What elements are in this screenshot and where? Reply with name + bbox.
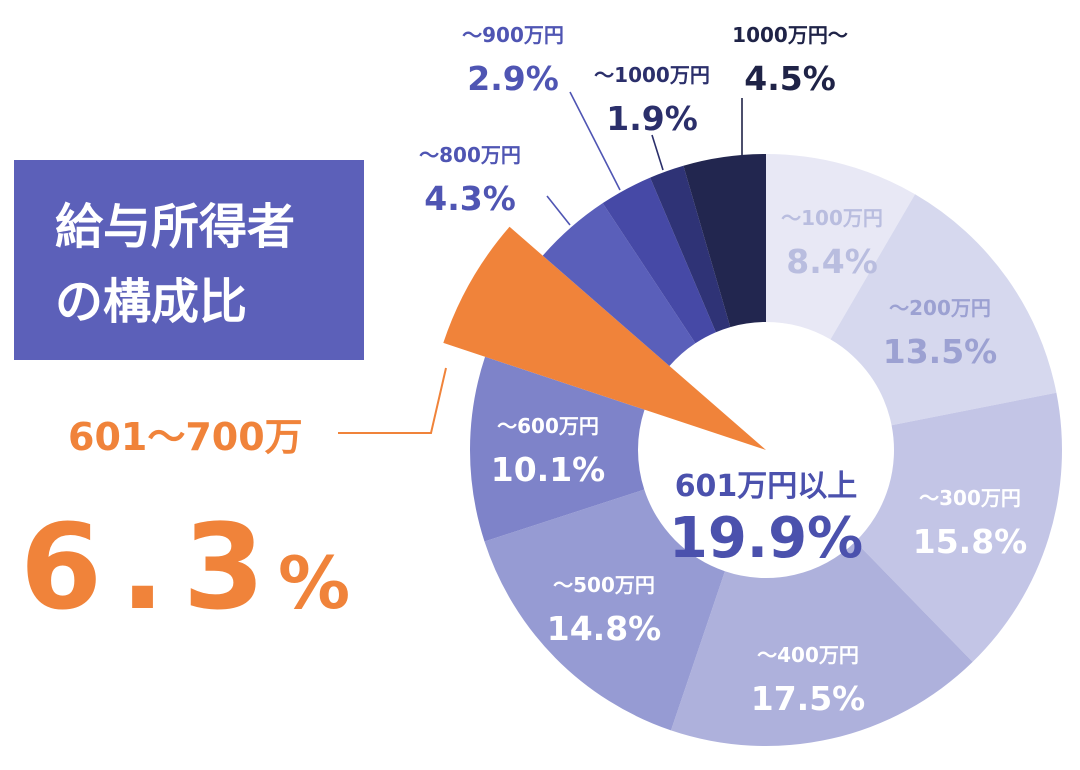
slice-500	[484, 489, 725, 731]
slice-category-label: 〜400万円	[757, 643, 859, 667]
title-line-1: 給与所得者	[55, 199, 295, 255]
slice-200	[830, 194, 1057, 426]
slice-highlight	[443, 226, 766, 450]
highlight-callout: 601〜700万 6.3 %	[20, 415, 350, 636]
slice-1000	[650, 165, 731, 333]
highlight-value: 6.3	[20, 498, 283, 636]
slice-400	[671, 541, 973, 747]
slice-value-label: 15.8%	[913, 522, 1028, 561]
slice-300	[855, 392, 1062, 662]
highlight-category-label: 601〜700万	[68, 415, 303, 459]
slice-category-label: 〜500万円	[553, 573, 655, 597]
slice-900	[602, 177, 716, 344]
slice-1000	[683, 154, 766, 328]
slice-value-label: 13.5%	[883, 332, 998, 371]
slice-category-label: 1000万円〜	[732, 23, 848, 47]
slice-category-label: 〜100万円	[781, 206, 883, 230]
slice-value-label: 1.9%	[606, 99, 698, 138]
leader-line-800	[546, 195, 571, 226]
leader-line-900	[569, 91, 621, 191]
slice-value-label: 4.3%	[424, 179, 516, 218]
center-value: 19.9%	[669, 506, 863, 571]
leader-line-highlight	[338, 367, 447, 434]
slice-800	[542, 203, 696, 366]
slice-value-label: 4.5%	[744, 59, 836, 98]
leader-lines	[338, 91, 743, 434]
title-box: 給与所得者 の構成比	[14, 160, 364, 360]
slice-value-label: 14.8%	[547, 609, 662, 648]
slice-value-label: 17.5%	[751, 679, 866, 718]
leader-line-1000	[651, 134, 664, 171]
highlight-unit: %	[278, 541, 350, 625]
slice-600	[470, 356, 645, 542]
pie-slices	[443, 154, 1062, 747]
slice-value-label: 2.9%	[467, 59, 559, 98]
slice-category-label: 〜900万円	[462, 23, 564, 47]
slice-labels: 〜100万円 8.4% 〜200万円 13.5% 〜300万円 15.8% 〜400万円 17…	[419, 23, 1027, 718]
slice-category-label: 〜800万円	[419, 143, 521, 167]
slice-value-label: 8.4%	[786, 242, 878, 281]
slice-category-label: 〜200万円	[889, 296, 991, 320]
slice-category-label: 〜1000万円	[594, 63, 710, 87]
title-background	[14, 160, 364, 360]
title-line-2: の構成比	[55, 274, 247, 330]
slice-category-label: 〜300万円	[919, 486, 1021, 510]
slice-100	[766, 154, 916, 340]
center-label-group: 601万円以上 19.9%	[669, 469, 863, 571]
slice-value-label: 10.1%	[491, 450, 606, 489]
slice-category-label: 〜600万円	[497, 414, 599, 438]
center-label: 601万円以上	[675, 469, 858, 504]
